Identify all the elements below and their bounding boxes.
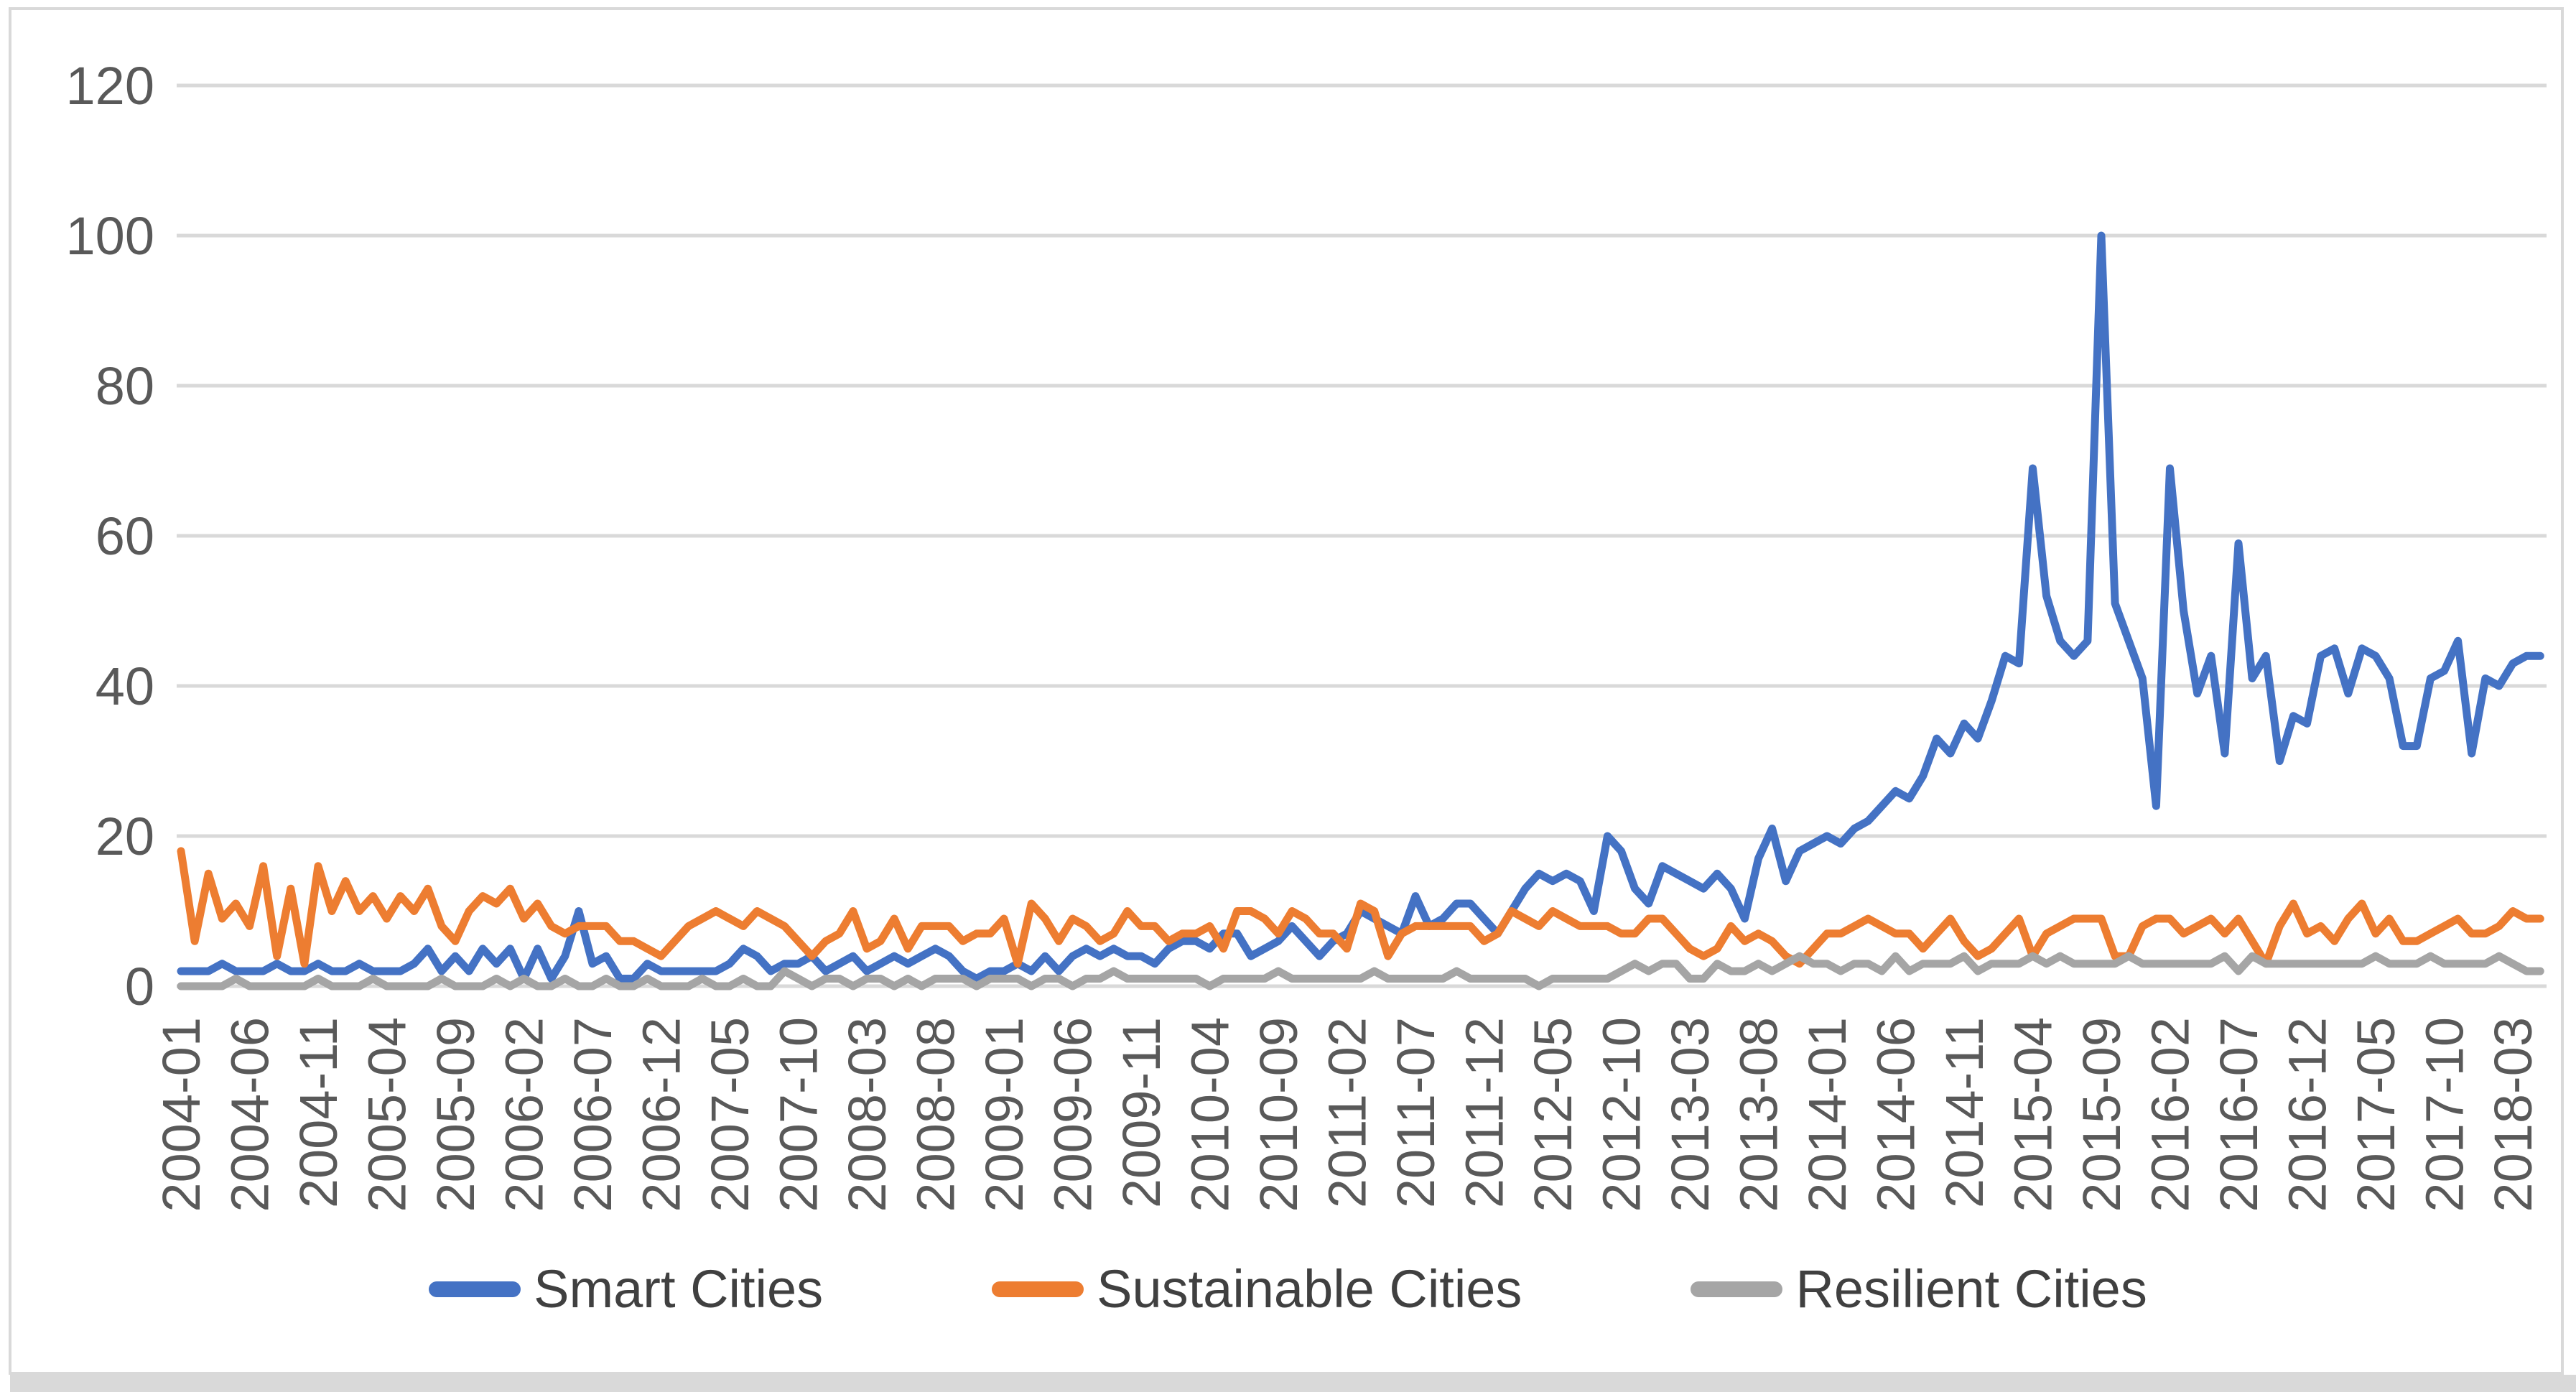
x-axis-tick-label-2008-03: 2008-03 (837, 1017, 897, 1212)
x-axis-tick-label-2007-10: 2007-10 (769, 1017, 829, 1212)
sustainable-cities-swatch-icon (992, 1281, 1084, 1297)
x-axis-tick-label-2009-01: 2009-01 (975, 1017, 1034, 1212)
x-axis-tick-label-2018-03: 2018-03 (2483, 1017, 2543, 1212)
y-axis-tick-label-20: 20 (96, 807, 154, 866)
x-axis-tick-label-2016-07: 2016-07 (2209, 1017, 2269, 1212)
x-axis-tick-label-2009-11: 2009-11 (1112, 1017, 1171, 1208)
x-axis-tick-label-2016-12: 2016-12 (2278, 1017, 2338, 1212)
x-axis-tick-label-2012-10: 2012-10 (1592, 1017, 1652, 1212)
y-axis-tick-label-60: 60 (96, 506, 154, 566)
legend: Smart Cities Sustainable Cities Resilien… (0, 1258, 2576, 1319)
series-line-resilient-cities (177, 952, 2544, 990)
x-axis-tick-label-2017-10: 2017-10 (2415, 1017, 2475, 1212)
series-line-smart-cities (177, 231, 2544, 983)
y-axis-tick-label-120: 120 (66, 56, 154, 116)
x-axis-tick-label-2011-12: 2011-12 (1455, 1017, 1515, 1208)
legend-label-sustainable-cities: Sustainable Cities (1097, 1259, 1522, 1319)
x-axis-tick-label-2015-04: 2015-04 (2004, 1017, 2063, 1212)
legend-item-resilient-cities: Resilient Cities (1691, 1258, 2147, 1319)
x-axis-tick-label-2006-07: 2006-07 (563, 1017, 623, 1212)
x-axis-tick-label-2014-06: 2014-06 (1866, 1017, 1926, 1212)
x-axis-tick-label-2006-12: 2006-12 (632, 1017, 692, 1212)
x-axis-tick-label-2010-04: 2010-04 (1181, 1017, 1240, 1212)
x-axis-tick-label-2014-01: 2014-01 (1798, 1017, 1857, 1212)
x-axis-tick-label-2012-05: 2012-05 (1523, 1017, 1583, 1212)
x-axis-tick-label-2010-09: 2010-09 (1249, 1017, 1308, 1212)
x-axis-tick-label-2005-09: 2005-09 (426, 1017, 485, 1212)
legend-label-smart-cities: Smart Cities (534, 1259, 824, 1319)
x-axis-tick-label-2009-06: 2009-06 (1043, 1017, 1103, 1212)
x-axis-tick-label-2007-05: 2007-05 (700, 1017, 760, 1212)
x-axis-tick-label-2005-04: 2005-04 (358, 1017, 417, 1212)
legend-item-sustainable-cities: Sustainable Cities (992, 1258, 1522, 1319)
legend-label-resilient-cities: Resilient Cities (1795, 1259, 2147, 1319)
smart-cities-swatch-icon (429, 1281, 521, 1297)
x-axis-tick-label-2004-11: 2004-11 (289, 1017, 348, 1208)
series-line-sustainable-cities (177, 847, 2544, 968)
y-axis-tick-label-0: 0 (125, 957, 154, 1016)
x-axis-tick-label-2004-06: 2004-06 (220, 1017, 280, 1212)
x-axis-tick-label-2016-02: 2016-02 (2141, 1017, 2200, 1212)
x-axis-tick-label-2013-08: 2013-08 (1729, 1017, 1789, 1212)
y-axis-tick-label-40: 40 (96, 656, 154, 716)
y-axis-tick-label-80: 80 (96, 356, 154, 416)
x-axis-tick-label-2017-05: 2017-05 (2346, 1017, 2406, 1212)
x-axis-tick-label-2013-03: 2013-03 (1660, 1017, 1720, 1212)
x-axis-tick-label-2014-11: 2014-11 (1935, 1017, 1994, 1208)
x-axis-tick-label-2011-02: 2011-02 (1318, 1017, 1377, 1208)
x-axis-tick-label-2008-08: 2008-08 (906, 1017, 966, 1212)
legend-item-smart-cities: Smart Cities (429, 1258, 823, 1319)
x-axis-tick-label-2006-02: 2006-02 (495, 1017, 554, 1212)
x-axis-tick-label-2015-09: 2015-09 (2072, 1017, 2131, 1212)
y-axis-tick-label-100: 100 (66, 206, 154, 266)
x-axis-tick-label-2004-01: 2004-01 (152, 1017, 211, 1212)
resilient-cities-swatch-icon (1691, 1281, 1783, 1297)
bottom-window-edge (10, 1375, 2576, 1392)
x-axis-tick-label-2011-07: 2011-07 (1386, 1017, 1446, 1208)
